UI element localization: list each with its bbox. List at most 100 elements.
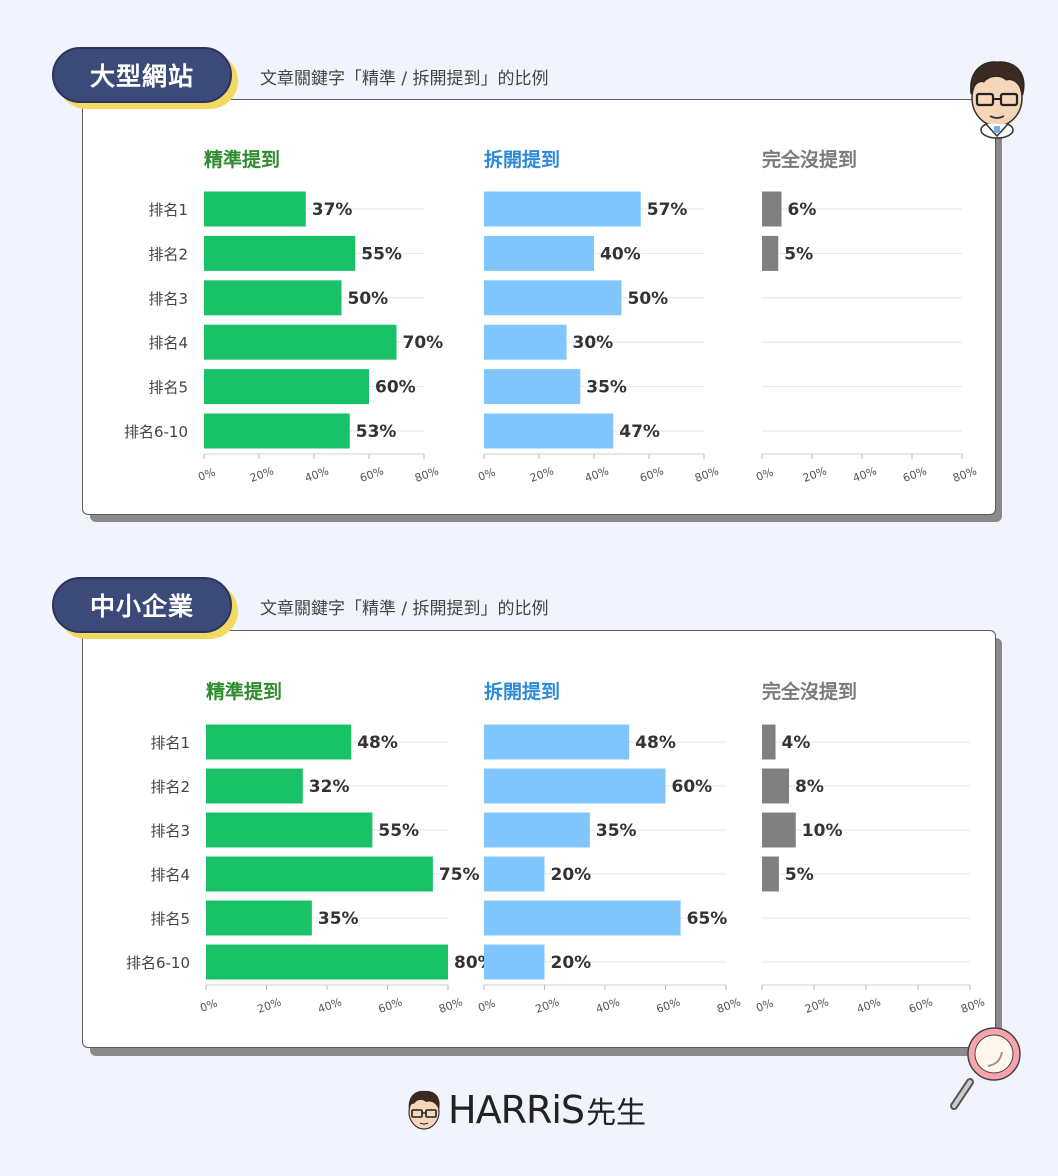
x-tick-label: 0% (476, 997, 497, 1015)
data-label: 50% (348, 289, 389, 309)
data-label: 47% (619, 422, 660, 442)
bar (206, 944, 448, 980)
bar (484, 812, 590, 848)
section-tag: 大型網站 (52, 47, 238, 109)
data-label: 20% (551, 953, 592, 973)
bar (206, 768, 303, 804)
data-label: 53% (356, 422, 397, 442)
category-label: 排名5 (150, 910, 190, 928)
series-title: 精準提到 (206, 680, 282, 703)
x-tick-label: 40% (316, 995, 343, 1016)
x-tick-label: 60% (377, 995, 404, 1016)
section-title: 中小企業 (52, 577, 232, 633)
data-label: 50% (628, 289, 669, 309)
data-label: 20% (551, 865, 592, 885)
category-label: 排名2 (150, 778, 190, 796)
x-tick-label: 0% (754, 466, 775, 484)
category-label: 排名3 (150, 822, 190, 840)
x-tick-label: 80% (413, 464, 440, 485)
x-tick-label: 40% (594, 995, 621, 1016)
bar (484, 235, 594, 271)
data-label: 8% (795, 777, 824, 797)
category-label: 排名3 (148, 290, 188, 308)
x-tick-label: 20% (256, 995, 283, 1016)
data-label: 35% (318, 909, 359, 929)
x-tick-label: 20% (801, 464, 828, 485)
bar (204, 280, 342, 316)
series-panel: 拆開提到 0% 20% 40% 60% 80% 48% 60% 35% 20% 65% 20% (476, 680, 742, 1016)
bar (206, 724, 352, 760)
bar (484, 369, 581, 405)
data-label: 10% (802, 821, 843, 841)
category-label: 排名5 (148, 379, 188, 397)
series-title: 完全沒提到 (762, 680, 857, 703)
bar (762, 191, 782, 227)
x-tick-label: 0% (754, 997, 775, 1015)
data-label: 55% (361, 244, 402, 264)
data-label: 35% (596, 821, 637, 841)
section-title: 大型網站 (52, 47, 232, 103)
x-tick-label: 80% (715, 995, 742, 1016)
x-tick-label: 80% (693, 464, 720, 485)
brand-footer: HARRiS 先生 (404, 1088, 646, 1132)
series-title: 拆開提到 (484, 680, 560, 703)
data-label: 48% (357, 733, 398, 753)
bar (762, 235, 779, 271)
mascot-avatar-icon (970, 61, 1025, 139)
x-tick-label: 40% (855, 995, 882, 1016)
data-label: 70% (403, 333, 444, 353)
section-subtitle: 文章關鍵字「精準 / 拆開提到」的比例 (260, 599, 549, 619)
x-tick-label: 40% (303, 464, 330, 485)
bar (204, 191, 306, 227)
brand-suffix: 先生 (586, 1096, 647, 1131)
data-label: 35% (586, 378, 627, 398)
section-smb: 中小企業 文章關鍵字「精準 / 拆開提到」的比例 排名1 排名2 排名3 排名4 排名5… (0, 530, 1058, 1060)
x-tick-label: 40% (583, 464, 610, 485)
section-subtitle: 文章關鍵字「精準 / 拆開提到」的比例 (260, 69, 549, 89)
bar (762, 768, 790, 804)
bar (484, 191, 641, 227)
data-label: 48% (635, 733, 676, 753)
bar-chart-smb: 排名1 排名2 排名3 排名4 排名5 排名6-10 精準提到 0% 20% 40% 60% 80% 4… (126, 680, 987, 1016)
x-tick-label: 60% (638, 464, 665, 485)
magnifier-icon (950, 1027, 1021, 1110)
x-tick-label: 80% (437, 995, 464, 1016)
bar (204, 369, 369, 405)
category-label: 排名6-10 (124, 423, 188, 441)
data-label: 30% (573, 333, 614, 353)
bar (484, 324, 567, 360)
category-label: 排名4 (150, 866, 190, 884)
series-title: 拆開提到 (484, 148, 560, 171)
x-tick-label: 60% (358, 464, 385, 485)
bar-chart-large-sites: 排名1 排名2 排名3 排名4 排名5 排名6-10 精準提到 0% 20% 40% 60% 80% 3… (124, 148, 979, 485)
x-tick-label: 20% (803, 995, 830, 1016)
section-large-sites: 大型網站 文章關鍵字「精準 / 拆開提到」的比例 排名1 排名2 排名3 排名4 排名5… (0, 0, 1058, 530)
data-label: 55% (378, 821, 419, 841)
bar (484, 944, 545, 980)
category-label: 排名6-10 (126, 954, 190, 972)
x-tick-label: 40% (851, 464, 878, 485)
x-tick-label: 60% (901, 464, 928, 485)
bar (484, 724, 630, 760)
bar (206, 900, 312, 936)
bar (204, 235, 356, 271)
data-label: 32% (309, 777, 350, 797)
bar (484, 768, 666, 804)
brand-mascot-icon (408, 1090, 440, 1130)
data-label: 75% (439, 865, 480, 885)
bar (484, 856, 545, 892)
x-tick-label: 20% (248, 464, 275, 485)
data-label: 60% (672, 777, 713, 797)
data-label: 37% (312, 200, 353, 220)
category-label: 排名2 (148, 245, 188, 263)
bar (762, 812, 796, 848)
data-label: 57% (647, 200, 688, 220)
data-label: 60% (375, 378, 416, 398)
bar (484, 280, 622, 316)
x-tick-label: 60% (907, 995, 934, 1016)
data-label: 65% (687, 909, 728, 929)
data-label: 5% (784, 244, 813, 264)
x-tick-label: 0% (198, 997, 219, 1015)
x-tick-label: 0% (476, 466, 497, 484)
